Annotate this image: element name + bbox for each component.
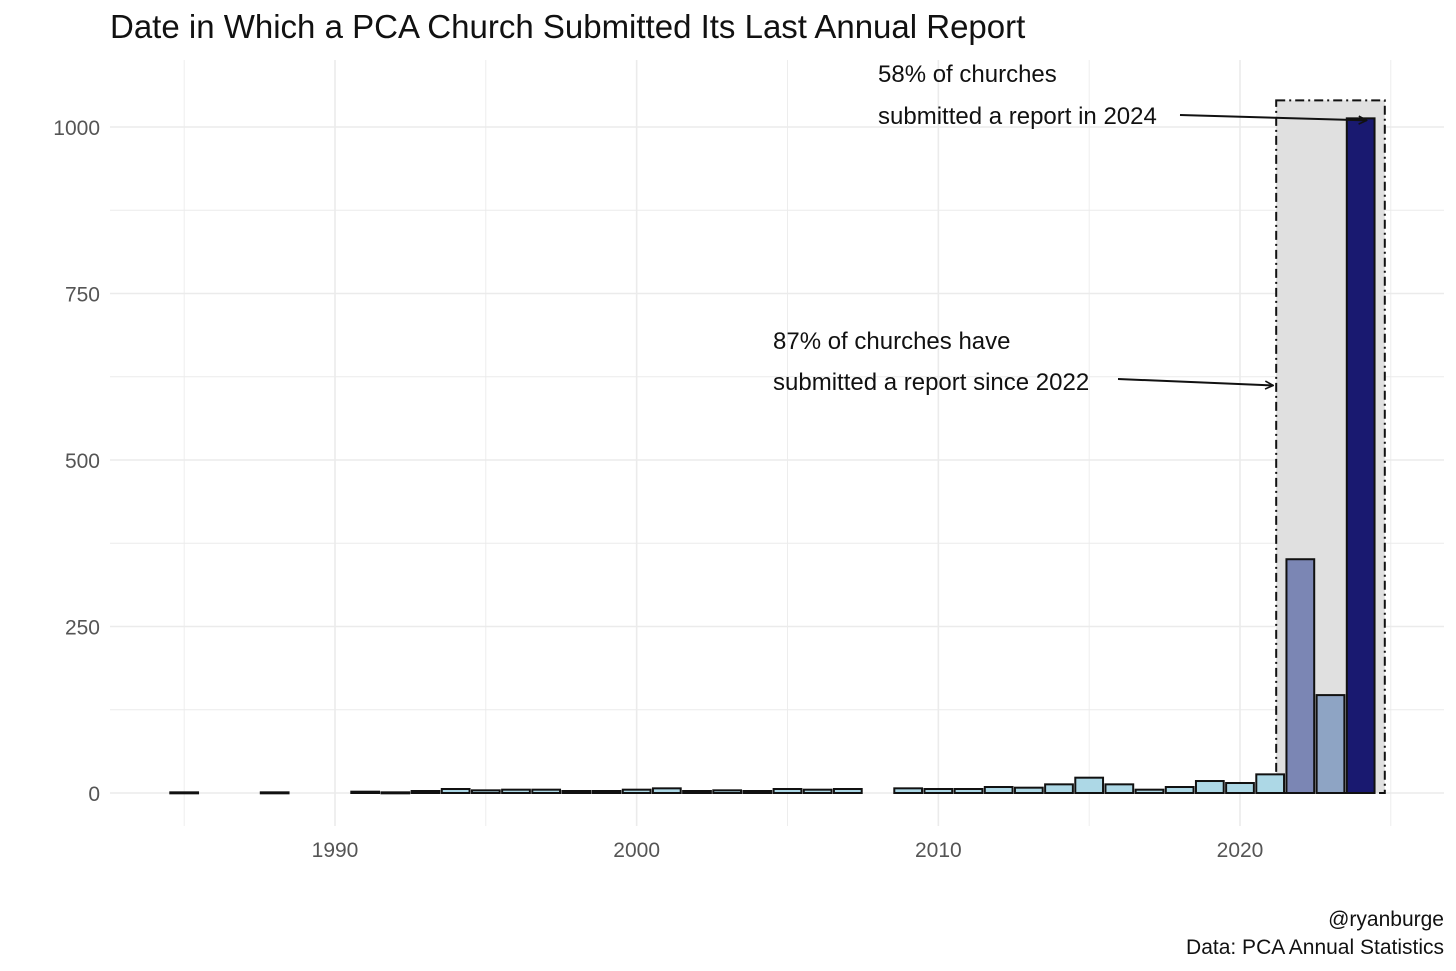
- bar-2011: [953, 788, 984, 795]
- bar-1996: [501, 788, 531, 794]
- bar-2012: [983, 786, 1014, 794]
- annotation-text: submitted a report since 2022: [773, 369, 1089, 396]
- caption-author: @ryanburge: [1328, 908, 1444, 931]
- bar-2023: [1315, 694, 1346, 795]
- bar-2015: [1074, 776, 1105, 795]
- bar-2013: [1013, 786, 1044, 794]
- annotation-text: 58% of churches: [878, 61, 1057, 88]
- y-tick-label: 1000: [53, 117, 100, 140]
- annotations: 58% of churches submitted a report in 202…: [773, 61, 1367, 396]
- y-tick-label: 250: [65, 617, 100, 640]
- x-tick-label: 2020: [1217, 839, 1264, 862]
- bar-1992: [380, 791, 411, 795]
- bar-1995: [470, 789, 501, 794]
- bar-1998: [561, 790, 592, 795]
- grid-lines: [110, 60, 1444, 826]
- bar-2021: [1255, 773, 1286, 794]
- bar-2003: [712, 789, 743, 794]
- x-tick-label: 1990: [312, 839, 359, 862]
- bar-2022: [1285, 558, 1316, 795]
- bar-2010: [923, 788, 954, 795]
- bar-1985: [169, 791, 200, 795]
- bar-2016: [1104, 783, 1135, 794]
- caption-source: Data: PCA Annual Statistics: [1186, 936, 1444, 959]
- bar-2018: [1164, 786, 1195, 794]
- bar-2020: [1225, 782, 1255, 795]
- bar-2002: [682, 790, 712, 795]
- bar-2019: [1194, 780, 1225, 795]
- bar-2009: [893, 787, 924, 795]
- bar-1993: [410, 790, 441, 795]
- bar-2005: [772, 788, 803, 795]
- bar-1994: [440, 788, 471, 795]
- bar-2007: [832, 788, 863, 795]
- bar-2024: [1345, 117, 1376, 795]
- annotation-text: submitted a report in 2024: [878, 103, 1157, 130]
- bar-2006: [802, 788, 833, 794]
- x-tick-label: 2000: [613, 839, 660, 862]
- annotation-text: 87% of churches have: [773, 328, 1010, 355]
- bar-1997: [531, 788, 562, 794]
- bar-1988: [259, 791, 290, 795]
- axis-tick-labels: 0 250 500 750 1000 1990 2000 2010 2020: [53, 117, 1263, 862]
- bars: [169, 117, 1376, 795]
- chart-title: Date in Which a PCA Church Submitted Its…: [110, 8, 1025, 45]
- bar-2000: [621, 788, 652, 794]
- bar-2017: [1134, 788, 1165, 794]
- bar-2004: [742, 790, 773, 795]
- bar-2014: [1044, 783, 1074, 794]
- y-tick-label: 750: [65, 284, 100, 307]
- y-tick-label: 500: [65, 450, 100, 473]
- annotation-arrow: [1117, 378, 1273, 385]
- bar-1991: [350, 790, 381, 795]
- y-tick-label: 0: [88, 783, 100, 806]
- bar-1999: [591, 790, 622, 795]
- x-tick-label: 2010: [915, 839, 962, 862]
- annotation-arrow: [1179, 114, 1367, 120]
- bar-2001: [651, 787, 682, 795]
